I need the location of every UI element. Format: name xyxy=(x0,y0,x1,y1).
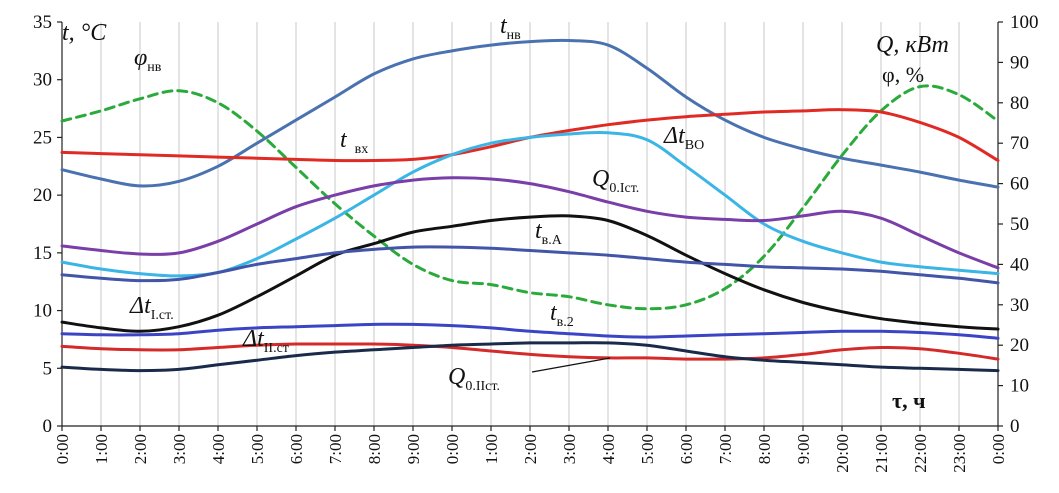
right-tick-label: 30 xyxy=(1010,295,1029,316)
x-tick-label: 6:00 xyxy=(677,434,696,464)
series-line-1 xyxy=(60,38,1000,189)
x-tick-label: 3:00 xyxy=(560,434,579,464)
right-axis-label-phi: φ, % xyxy=(882,62,924,87)
right-tick-label: 100 xyxy=(1010,12,1039,33)
label-q0-ist: Q0.Iст. xyxy=(592,166,639,196)
x-tick-label: 21:00 xyxy=(872,434,891,473)
right-axis-label-q: Q, кВт xyxy=(876,32,949,58)
x-tick-label: 2:00 xyxy=(521,434,540,464)
label-phi-nv: φнв xyxy=(134,45,162,75)
x-tick-label: 1:00 xyxy=(92,434,111,464)
x-tick-label: 23:00 xyxy=(950,434,969,473)
right-tick-label: 80 xyxy=(1010,93,1029,114)
right-tick-label: 40 xyxy=(1010,254,1029,275)
x-tick-label: 1:00 xyxy=(482,434,501,464)
label-t-vh: t вх xyxy=(340,127,368,157)
series-line-0 xyxy=(60,84,1000,311)
x-tick-label: 3:00 xyxy=(170,434,189,464)
right-tick-label: 90 xyxy=(1010,52,1029,73)
left-tick-label: 25 xyxy=(33,127,52,148)
x-tick-label: 4:00 xyxy=(599,434,618,464)
label-dt-vo: ΔtВО xyxy=(663,123,704,153)
label-dt-ist: ΔtI.ст. xyxy=(129,293,174,323)
series-lines xyxy=(60,38,1000,373)
x-axis-label: τ, ч xyxy=(892,388,926,413)
right-tick-label: 70 xyxy=(1010,133,1029,154)
x-tick-label: 0:00 xyxy=(53,434,72,464)
x-tick-label: 0:00 xyxy=(989,434,1008,464)
x-tick-label: 2:00 xyxy=(131,434,150,464)
x-tick-label: 7:00 xyxy=(326,434,345,464)
x-tick-label: 5:00 xyxy=(638,434,657,464)
x-tick-label: 22:00 xyxy=(911,434,930,473)
x-tick-label: 8:00 xyxy=(365,434,384,464)
label-dt-iist: ΔtII.ст xyxy=(242,326,289,356)
x-tick-label: 8:00 xyxy=(755,434,774,464)
x-tick-label: 7:00 xyxy=(716,434,735,464)
label-t-va: tв.А xyxy=(535,218,563,248)
left-tick-label: 15 xyxy=(33,243,52,264)
label-t-v2: tв.2 xyxy=(550,300,574,330)
series-line-5 xyxy=(60,214,1000,333)
x-tick-label: 9:00 xyxy=(404,434,423,464)
x-tick-label: 6:00 xyxy=(287,434,306,464)
left-tick-label: 10 xyxy=(33,301,52,322)
left-axis-label: t, °C xyxy=(62,20,107,46)
left-tick-label: 35 xyxy=(33,12,52,33)
label-t-nv: tнв xyxy=(500,13,521,43)
left-tick-label: 0 xyxy=(43,416,53,437)
left-tick-label: 5 xyxy=(43,358,53,379)
left-tick-label: 20 xyxy=(33,185,52,206)
q0-iist-leader-line xyxy=(531,357,611,373)
series-line-8 xyxy=(60,342,1000,361)
series-line-7 xyxy=(60,322,1000,340)
right-tick-label: 60 xyxy=(1010,174,1029,195)
series-line-4 xyxy=(60,176,1000,270)
series-line-9 xyxy=(60,341,1000,373)
tick-labels: 0 5 10 15 20 25 30 35 0 10 20 30 40 50 60 70 80 90 100 0:00… xyxy=(33,12,1039,473)
x-tick-label: 5:00 xyxy=(248,434,267,464)
x-tick-label: 0:00 xyxy=(443,434,462,464)
right-tick-label: 0 xyxy=(1010,416,1020,437)
right-tick-label: 20 xyxy=(1010,335,1029,356)
x-tick-label: 9:00 xyxy=(794,434,813,464)
right-tick-label: 10 xyxy=(1010,376,1029,397)
label-q0-iist: Q0.IIст. xyxy=(448,364,500,394)
x-tick-label: 4:00 xyxy=(209,434,228,464)
right-tick-label: 50 xyxy=(1010,214,1029,235)
series-line-6 xyxy=(60,245,1000,285)
x-tick-label: 20:00 xyxy=(833,434,852,473)
left-tick-label: 30 xyxy=(33,70,52,91)
